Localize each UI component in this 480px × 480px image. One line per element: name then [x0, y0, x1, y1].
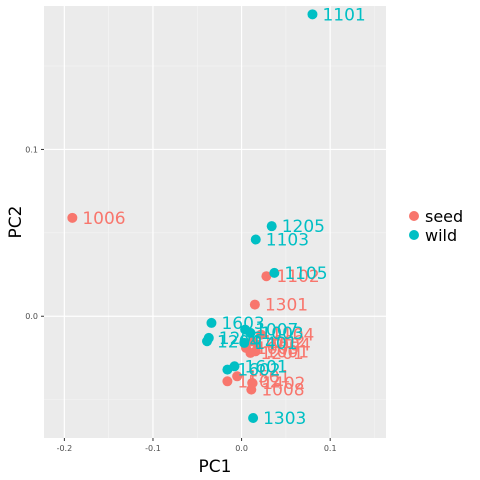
- data-point-seed: [261, 271, 272, 282]
- y-axis-title: PC2: [6, 206, 26, 239]
- point-label: 1205: [282, 217, 325, 237]
- point-label: 1204: [217, 332, 260, 352]
- y-axis-ticks: 0.0 0.1: [25, 145, 44, 321]
- x-tick-label: -0.2: [57, 444, 73, 453]
- x-axis-ticks: -0.2 -0.1 0.0 0.1: [57, 438, 337, 453]
- y-tick-label: 0.1: [25, 145, 38, 154]
- legend-key-wild: [409, 230, 419, 240]
- data-point-wild: [206, 317, 217, 328]
- legend-label-seed: seed: [425, 207, 463, 226]
- point-label: 1402: [262, 374, 305, 394]
- point-label: 1401: [254, 334, 297, 354]
- point-label: 1206: [219, 329, 262, 349]
- point-label: 1001: [266, 342, 309, 362]
- x-tick-label: -0.1: [145, 444, 161, 453]
- data-point-wild: [250, 234, 261, 245]
- data-point-wild: [202, 336, 213, 347]
- data-point-wild: [245, 327, 256, 338]
- y-tick-label: 0.0: [25, 312, 38, 321]
- minor-gridlines: [44, 6, 386, 438]
- data-points: [67, 9, 318, 423]
- data-point-seed: [67, 212, 78, 223]
- point-label: 1005: [256, 339, 299, 359]
- point-label: 1002: [262, 332, 305, 352]
- point-label: 1601: [244, 357, 287, 377]
- point-label: 1303: [263, 409, 306, 429]
- data-point-seed: [245, 347, 256, 358]
- point-label: 1008: [261, 381, 304, 401]
- point-label: 1201: [260, 344, 303, 364]
- data-point-wild: [239, 337, 250, 348]
- point-label: 1003: [260, 324, 303, 344]
- data-point-seed: [256, 329, 267, 340]
- major-gridlines: [44, 6, 386, 438]
- data-point-wild: [307, 9, 318, 20]
- data-point-seed: [232, 371, 243, 382]
- data-point-wild: [269, 267, 280, 278]
- point-label: 1102: [276, 267, 319, 287]
- point-label: 1007: [255, 321, 298, 341]
- point-label: 1104: [271, 326, 314, 346]
- point-label: 1502: [237, 372, 280, 392]
- data-point-seed: [249, 299, 260, 310]
- data-point-seed: [222, 376, 233, 387]
- data-point-wild: [266, 221, 277, 232]
- point-label: 1602: [237, 361, 280, 381]
- data-point-seed: [246, 384, 257, 395]
- point-label: 1006: [82, 209, 125, 229]
- point-label: 1603: [221, 314, 264, 334]
- point-label: 1501: [247, 367, 290, 387]
- data-point-wild: [222, 364, 233, 375]
- point-label: 1004: [268, 336, 311, 356]
- point-label: 1103: [266, 231, 309, 251]
- point-label: 1105: [284, 264, 327, 284]
- data-point-wild: [248, 412, 259, 423]
- panel-background: [44, 6, 386, 438]
- x-tick-label: 0.1: [324, 444, 337, 453]
- x-tick-label: 0.0: [235, 444, 248, 453]
- legend-key-seed: [409, 211, 419, 221]
- legend-label-wild: wild: [425, 226, 457, 245]
- x-axis-title: PC1: [199, 457, 232, 477]
- point-label: 1101: [322, 5, 365, 25]
- point-label: 1301: [265, 296, 308, 316]
